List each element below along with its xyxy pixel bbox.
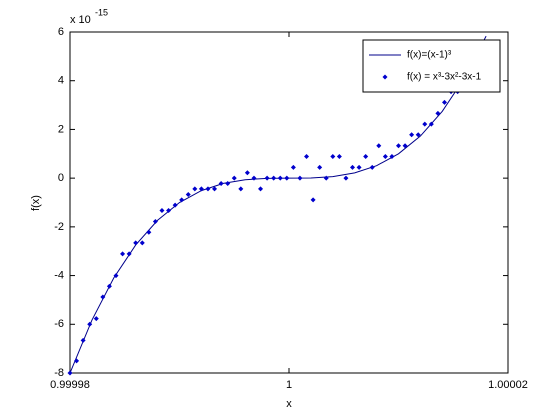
data-point <box>356 164 362 170</box>
data-point <box>225 181 231 187</box>
data-point <box>238 186 244 192</box>
data-point <box>336 153 342 159</box>
data-point <box>428 121 434 127</box>
data-point <box>317 164 323 170</box>
data-point <box>271 175 277 181</box>
exponent-base: x 10 <box>70 14 91 26</box>
data-point <box>179 197 185 203</box>
data-point <box>133 240 139 246</box>
data-point <box>264 175 270 181</box>
data-point <box>146 229 152 235</box>
y-axis-label: f(x) <box>30 195 42 211</box>
data-point <box>396 143 401 149</box>
data-point <box>106 283 112 289</box>
data-point <box>382 153 388 159</box>
y-tick-label: -4 <box>54 269 64 281</box>
data-point <box>363 153 369 159</box>
data-point <box>369 164 375 170</box>
data-point <box>350 164 356 170</box>
data-point <box>93 316 99 322</box>
data-point <box>435 110 441 116</box>
data-point <box>251 175 257 181</box>
x-tick-label: 0.99998 <box>50 379 90 391</box>
y-tick-label: -6 <box>54 318 64 330</box>
data-point <box>409 132 415 138</box>
y-tick-label: 6 <box>58 26 64 38</box>
data-point <box>192 186 198 192</box>
y-tick-label: 2 <box>58 123 64 135</box>
data-point <box>231 175 237 181</box>
data-point <box>330 153 336 159</box>
data-point <box>172 202 178 208</box>
x-tick-label: 1.00002 <box>488 379 528 391</box>
data-point <box>297 175 303 181</box>
data-point <box>422 121 428 127</box>
data-point <box>87 321 93 327</box>
data-point <box>166 208 172 214</box>
data-point <box>323 175 329 181</box>
data-point <box>139 240 145 246</box>
data-point <box>277 175 283 181</box>
data-point <box>343 175 349 181</box>
data-point <box>284 175 290 181</box>
data-point <box>389 153 395 159</box>
data-point <box>205 186 211 192</box>
data-point <box>415 132 421 138</box>
y-tick-label: 0 <box>58 172 64 184</box>
data-point <box>290 164 296 170</box>
data-point <box>218 181 224 187</box>
legend-box <box>362 39 501 93</box>
data-point <box>185 191 191 197</box>
data-point <box>74 358 80 364</box>
y-tick-label: -8 <box>54 367 64 379</box>
data-point <box>402 143 408 149</box>
data-point <box>198 186 204 192</box>
data-point <box>152 218 158 224</box>
data-point <box>244 170 250 176</box>
legend-label: f(x)=(x-1)³ <box>407 50 452 61</box>
data-point <box>376 143 382 149</box>
legend-label: f(x) = x³-3x²-3x-1 <box>407 72 482 83</box>
data-point <box>113 273 119 279</box>
x-axis-label: x <box>286 398 292 410</box>
data-point <box>120 251 126 257</box>
data-point <box>80 337 86 343</box>
x-tick-label: 1 <box>286 379 292 391</box>
y-tick-label: -2 <box>54 221 64 233</box>
legend-marker <box>382 74 388 80</box>
y-tick-label: 4 <box>58 75 64 87</box>
data-point <box>304 153 310 159</box>
data-point <box>100 294 106 300</box>
data-point <box>67 370 73 376</box>
data-point <box>258 186 264 192</box>
data-point <box>126 251 132 257</box>
data-point <box>159 208 165 214</box>
data-point <box>212 186 218 192</box>
exponent-power: -15 <box>95 7 108 17</box>
data-point <box>441 99 447 105</box>
data-point <box>310 197 316 203</box>
